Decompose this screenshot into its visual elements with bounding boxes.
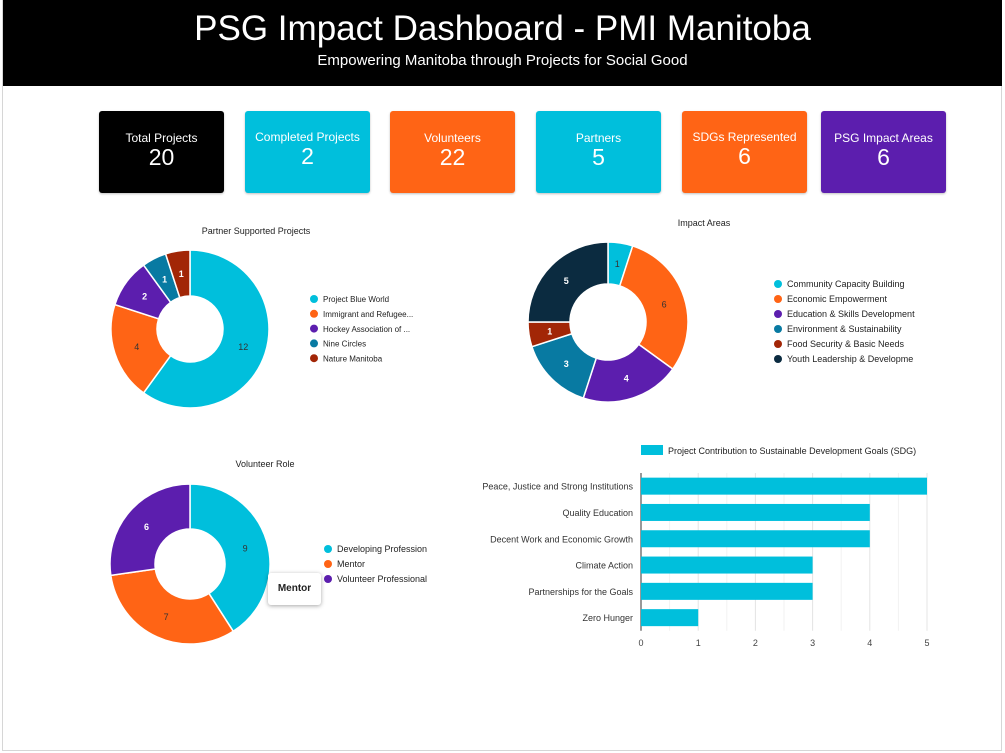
kpi-value: 6 [877, 144, 890, 170]
kpi-card-partners: Partners 5 [536, 111, 661, 193]
kpi-value: 2 [301, 143, 314, 169]
kpi-card-sdgs-represented: SDGs Represented 6 [682, 111, 807, 193]
header: PSG Impact Dashboard - PMI Manitoba Empo… [3, 0, 1002, 86]
kpi-value: 22 [439, 144, 466, 170]
kpi-card-completed-projects: Completed Projects 2 [245, 111, 370, 193]
kpi-value: 5 [592, 144, 605, 170]
chart-tooltip: Mentor [268, 573, 321, 605]
kpi-label: Partners [575, 131, 622, 145]
kpi-value: 6 [738, 143, 751, 169]
kpi-label: PSG Impact Areas [834, 131, 933, 145]
kpi-card-volunteers: Volunteers 22 [390, 111, 515, 193]
kpi-label: Total Projects [125, 131, 198, 145]
kpi-label: Volunteers [424, 131, 481, 145]
kpi-label: SDGs Represented [692, 130, 797, 144]
page-subtitle: Empowering Manitoba through Projects for… [317, 52, 688, 69]
kpi-card-total-projects: Total Projects 20 [99, 111, 224, 193]
page-title: PSG Impact Dashboard - PMI Manitoba [194, 9, 811, 48]
kpi-value: 20 [148, 144, 175, 170]
kpi-label: Completed Projects [255, 130, 360, 144]
kpi-card-psg-impact-areas: PSG Impact Areas 6 [821, 111, 946, 193]
